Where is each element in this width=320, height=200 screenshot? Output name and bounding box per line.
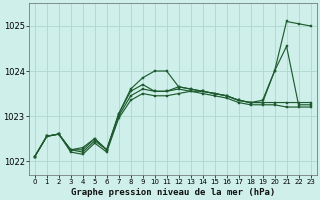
X-axis label: Graphe pression niveau de la mer (hPa): Graphe pression niveau de la mer (hPa) [70,188,275,197]
